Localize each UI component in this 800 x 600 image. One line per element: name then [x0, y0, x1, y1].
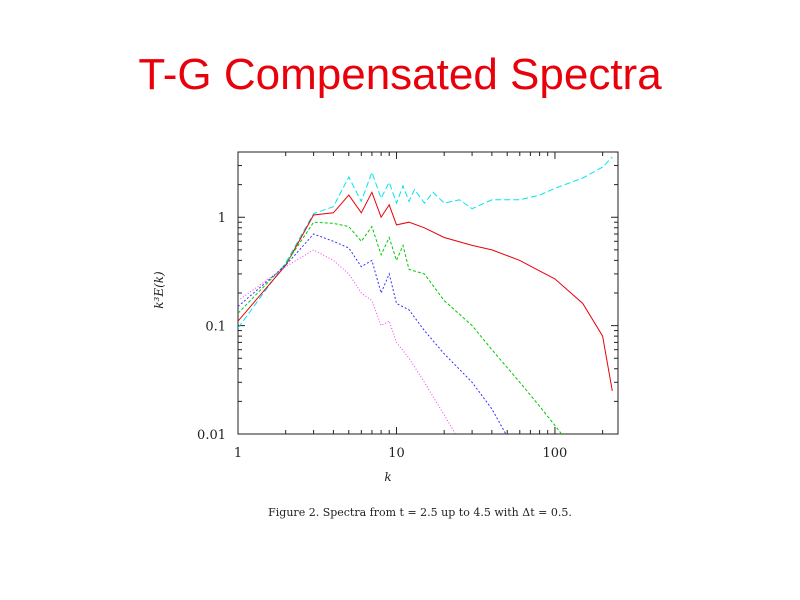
series-group — [238, 156, 613, 434]
series-line-5 — [238, 249, 456, 434]
y-tick-label: 0.01 — [197, 428, 226, 443]
plot-frame — [237, 151, 619, 435]
x-tick-label: 1 — [234, 446, 242, 461]
figure-caption: Figure 2. Spectra from t = 2.5 up to 4.5… — [268, 506, 572, 519]
series-line-1 — [238, 156, 613, 329]
axis-ticks: 1 10 100 0.01 0.1 1 — [197, 151, 618, 461]
x-tick-label: 100 — [543, 446, 568, 461]
x-tick-label: 10 — [388, 446, 405, 461]
series-line-4 — [238, 233, 507, 434]
y-tick-label: 1 — [218, 211, 226, 226]
series-line-2 — [238, 191, 613, 391]
x-axis-label: k — [384, 470, 391, 484]
series-line-3 — [238, 221, 563, 434]
y-axis-label: k³E(k) — [152, 271, 166, 309]
slide-title: T-G Compensated Spectra — [138, 50, 662, 99]
y-tick-label: 0.1 — [205, 320, 226, 335]
